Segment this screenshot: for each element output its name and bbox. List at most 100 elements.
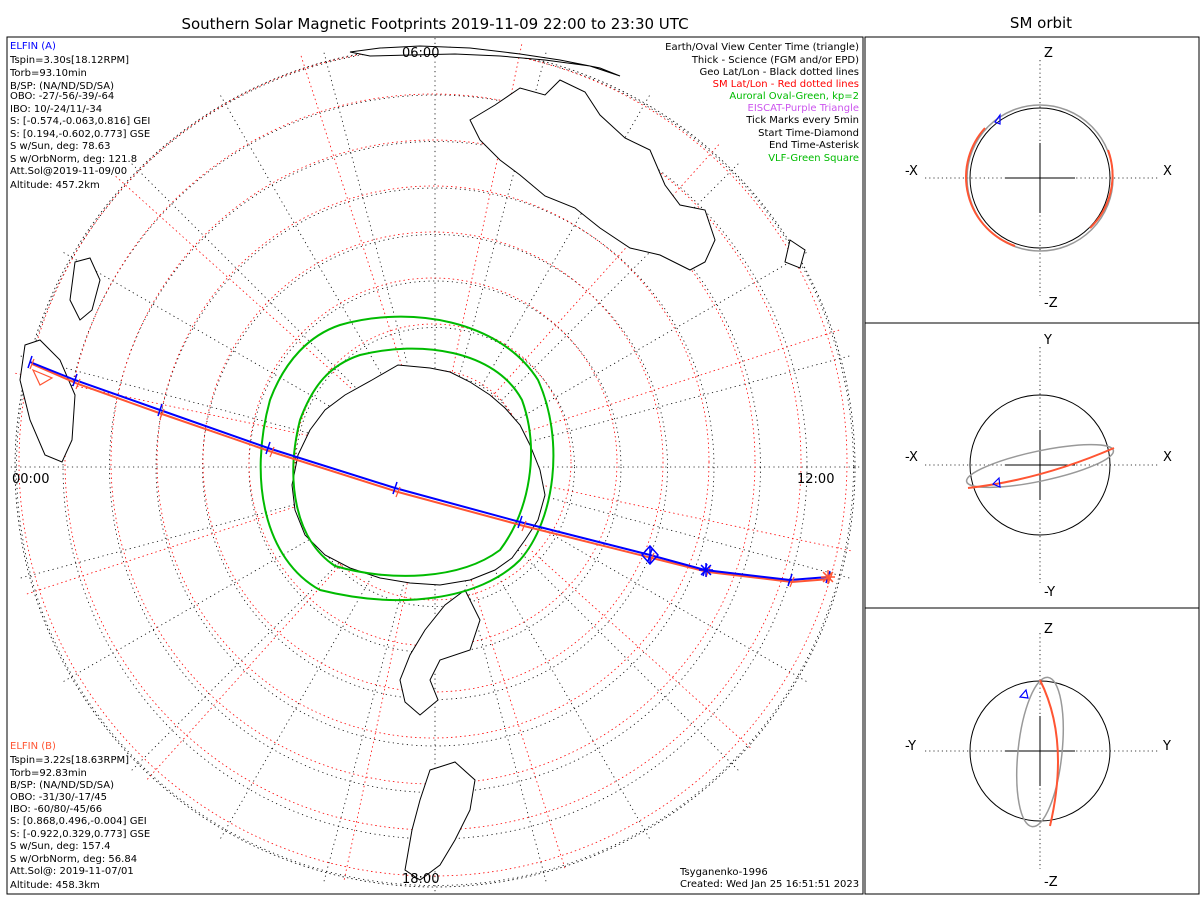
elfin-a-info-line: Att.Sol@2019-11-09/00 [10,166,127,177]
sm-lon-line [499,328,843,441]
sm-lat-circle [110,139,756,785]
elfin-a-info-line: Torb=93.10min [9,68,87,79]
orbit2-yneg-label: -Y [1044,585,1055,600]
sm-lon-line [12,372,365,448]
lon-label-bottom: 18:00 [402,872,439,887]
elfin-b-info-line: IBO: -60/80/-45/66 [10,804,102,815]
sm-lon-line [501,476,854,552]
orbit2-asterisk [1085,441,1095,451]
elfin-a-info-line: Tspin=3.30s[18.12RPM] [9,55,129,66]
auroral-oval-outer [259,315,555,601]
sm-lon-line [454,528,567,872]
elfin-b-view-triangle [31,368,54,386]
elfin-a-title: ELFIN (A) [10,41,56,52]
model-label: Tsyganenko-1996 [679,867,768,878]
legend-line: Geo Lat/Lon - Black dotted lines [700,67,859,78]
sm-lon-line [479,142,722,411]
orbit3-yneg-label: -Z [1044,875,1058,890]
elfin-b-track [31,363,831,584]
orbit2-triangle [991,476,1001,488]
elfin-b-info-line: OBO: -31/30/-17/45 [10,792,107,803]
lon-label-top: 06:00 [402,46,439,61]
elfin-b-tick [521,520,527,532]
africa-outline [19,339,76,463]
elfin-a-tick [265,441,271,455]
elfin-b-tick [269,446,275,458]
elfin-a-info-line: OBO: -27/-56/-39/-64 [10,91,114,102]
elfin-a-info-line: S w/Sun, deg: 78.63 [10,141,110,152]
orbit-panels [925,60,1158,869]
orbit1-xneg-label: -X [905,164,918,179]
orbit3-red-arc [1039,679,1059,827]
sm-lat-circle [156,185,710,739]
orbit3-gray-path [1016,676,1064,828]
lon-label-left: 00:00 [12,472,49,487]
sm-lat-circle [294,323,572,601]
sm-lon-line [343,530,419,883]
orbit1-red-arc-right [1089,149,1114,229]
antarctic-peninsula-outline [399,589,481,716]
legend-line: Start Time-Diamond [758,128,859,139]
elfin-a-tick [72,373,78,387]
elfin-a-end-asterisk [700,564,712,576]
orbit1-red-arc [965,127,1016,247]
orbit2-xneg-label: -X [905,450,918,465]
geo-lat-circle [202,234,668,700]
orbit2-asterisk [1085,441,1095,451]
elfin-b-info-line: S w/Sun, deg: 157.4 [10,841,110,852]
orbit-panel-frame [864,36,1200,895]
legend-line: Auroral Oval-Green, kp=2 [729,91,859,102]
sm-lon-line [447,41,523,394]
elfin-b-tick [789,576,795,588]
elfin-b-info-line: S: [0.868,0.496,-0.004] GEI [10,816,147,827]
orbit3-asterisk [1055,801,1065,811]
lon-label-right: 12:00 [797,472,834,487]
orbit1-xpos-label: X [1163,164,1172,179]
legend-line: Thick - Science (FGM and/or EPD) [691,55,859,66]
elfin-b-info-line: S w/OrbNorm, deg: 56.84 [10,854,137,865]
orbit1-ypos-label: Z [1044,46,1053,61]
legend-line: Tick Marks every 5min [745,115,859,126]
auroral-oval-inner [292,347,532,577]
elfin-a-info-line: S: [-0.574,-0.063,0.816] GEI [10,116,150,127]
elfin-a-tick [787,573,793,587]
orbit1-yneg-label: -Z [1044,296,1058,311]
elfin-a-info: ELFIN (A) Tspin=3.30s[18.12RPM] Torb=93.… [9,41,150,191]
legend: Earth/Oval View Center Time (triangle) T… [665,42,859,164]
south-america-outline [404,761,476,881]
orbit3-xpos-label: Y [1162,739,1171,754]
elfin-a-tick [392,481,398,495]
orbit2-ypos-label: Y [1043,333,1052,348]
asia-coast-outline [349,45,621,77]
main-title: Southern Solar Magnetic Footprints 2019-… [181,15,688,33]
sm-lat-circle [64,93,802,831]
polar-map [7,37,1095,894]
orbit2-red-arc [967,447,1115,489]
elfin-a-info-line: S: [0.194,-0.602,0.773] GSE [10,129,150,140]
created-label: Created: Wed Jan 25 16:51:51 2023 [680,879,859,890]
elfin-a-info-line: Altitude: 457.2km [10,180,100,191]
map-boundary [14,46,856,888]
elfin-b-info-line: Tspin=3.22s[18.63RPM] [9,755,129,766]
elfin-b-info: ELFIN (B) Tspin=3.22s[18.63RPM] Torb=92.… [9,741,150,891]
elfin-a-info-line: S w/OrbNorm, deg: 121.8 [10,154,137,165]
legend-line: EISCAT-Purple Triangle [748,103,860,114]
madagascar-outline [69,257,101,321]
orbit2-xpos-label: X [1163,450,1172,465]
elfin-a-info-line: B/SP: (NA/ND/SD/SA) [10,81,114,92]
elfin-b-tick [159,408,165,420]
orbit3-xneg-label: -Y [905,739,916,754]
new-zealand-outline [784,239,806,269]
australia-outline [469,79,716,271]
elfin-b-tick [395,486,401,498]
legend-line: SM Lat/Lon - Red dotted lines [713,79,859,90]
elfin-b-info-line: Att.Sol@: 2019-11-07/01 [10,866,134,877]
legend-line: Earth/Oval View Center Time (triangle) [665,42,859,53]
orbit3-triangle [1018,688,1029,699]
elfin-b-tick [29,358,35,370]
sm-lon-line [299,52,412,396]
elfin-b-tick [75,378,81,390]
elfin-b-info-line: Altitude: 458.3km [10,880,100,891]
orbit2-gray-path [965,443,1115,489]
